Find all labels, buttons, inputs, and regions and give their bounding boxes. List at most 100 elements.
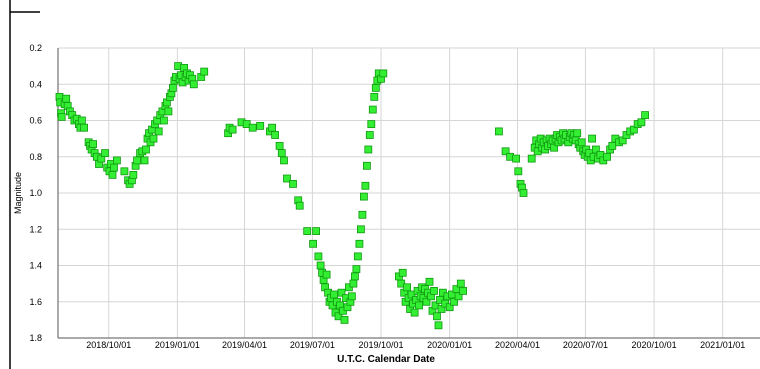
x-tick-label: 2020/10/01 — [632, 340, 677, 350]
data-point — [309, 239, 318, 248]
data-point — [168, 84, 177, 92]
x-tick-label: 2020/04/01 — [495, 340, 540, 350]
y-axis-title: Magnitude — [13, 172, 23, 214]
data-point — [78, 116, 86, 125]
data-points — [55, 62, 649, 330]
data-point — [200, 67, 209, 76]
data-point — [164, 107, 173, 116]
data-point — [365, 131, 374, 139]
data-point — [573, 129, 582, 138]
data-point — [415, 301, 424, 310]
data-point — [314, 252, 323, 261]
data-point — [101, 149, 109, 158]
data-point — [337, 288, 346, 297]
x-tick-label: 2018/10/01 — [86, 340, 131, 350]
data-point — [422, 297, 431, 306]
y-tick-labels: 0.2 0.4 0.6 0.8 1.0 1.2 1.4 1.6 1.8 — [29, 43, 42, 343]
data-point — [550, 143, 558, 152]
data-point — [371, 84, 380, 92]
data-point — [303, 227, 312, 236]
x-tick-labels: 2018/10/01 2019/01/01 2019/04/01 2019/07/01… — [86, 340, 745, 350]
data-point — [410, 308, 419, 317]
x-axis-title: U.T.C. Calendar Date — [337, 354, 435, 365]
data-point — [120, 167, 129, 176]
data-point — [256, 122, 265, 130]
data-point — [494, 127, 503, 136]
data-point — [159, 116, 168, 125]
data-point — [271, 131, 280, 139]
data-point — [367, 120, 376, 128]
data-point — [142, 145, 150, 154]
data-point — [608, 141, 617, 150]
data-point — [295, 201, 304, 210]
data-point — [110, 163, 118, 172]
data-point — [433, 312, 441, 321]
data-point — [512, 154, 520, 163]
x-tick-label: 2020/01/01 — [427, 340, 472, 350]
data-point — [425, 277, 434, 286]
y-tick-label: 1.4 — [29, 261, 42, 271]
data-point — [398, 268, 407, 277]
x-tick-label: 2021/01/01 — [700, 340, 745, 350]
x-tick-label: 2020/07/01 — [563, 340, 608, 350]
data-point — [603, 152, 611, 161]
data-point — [454, 292, 463, 301]
data-point — [80, 123, 88, 132]
data-point — [445, 303, 454, 312]
y-tick-label: 0.8 — [29, 152, 42, 162]
data-point — [340, 315, 349, 324]
data-point — [527, 154, 536, 163]
data-point — [368, 105, 377, 114]
data-point — [355, 239, 364, 248]
data-point — [283, 174, 291, 183]
data-point — [277, 149, 286, 158]
data-point — [330, 290, 338, 299]
data-point — [356, 225, 365, 234]
x-tick-label: 2019/01/01 — [155, 340, 200, 350]
data-point — [280, 156, 288, 165]
data-point — [353, 252, 362, 261]
x-tick-label: 2019/10/01 — [359, 340, 404, 350]
data-point — [430, 286, 438, 295]
data-point — [519, 189, 528, 197]
data-point — [641, 111, 649, 119]
data-point — [501, 147, 510, 156]
data-point — [350, 272, 359, 281]
y-tick-label: 1.2 — [29, 224, 42, 234]
data-point — [133, 156, 142, 165]
data-point — [140, 156, 149, 165]
data-point — [358, 210, 367, 219]
data-point — [352, 265, 361, 274]
data-point — [129, 170, 138, 179]
data-point — [89, 140, 97, 149]
data-point — [514, 167, 523, 176]
data-point — [379, 69, 388, 78]
data-point — [316, 261, 325, 270]
y-tick-label: 1.6 — [29, 297, 42, 307]
y-tick-label: 0.2 — [29, 43, 42, 53]
y-tick-label: 1.8 — [29, 333, 42, 343]
data-point — [189, 80, 198, 89]
data-point — [577, 138, 586, 147]
data-point — [312, 227, 321, 236]
data-point — [347, 292, 356, 301]
data-point — [434, 321, 443, 330]
data-point — [459, 286, 468, 295]
data-point — [57, 113, 66, 121]
data-point — [349, 279, 358, 288]
data-point — [456, 279, 465, 288]
data-point — [248, 123, 257, 132]
data-point — [637, 118, 646, 127]
data-point — [403, 283, 412, 292]
data-point — [228, 125, 237, 134]
data-point — [322, 270, 331, 279]
x-tick-label: 2019/04/01 — [222, 340, 267, 350]
data-point — [362, 161, 371, 170]
data-point — [361, 181, 370, 190]
data-point — [289, 179, 297, 188]
data-point — [108, 170, 117, 179]
data-point — [113, 156, 121, 165]
data-point — [268, 123, 277, 132]
